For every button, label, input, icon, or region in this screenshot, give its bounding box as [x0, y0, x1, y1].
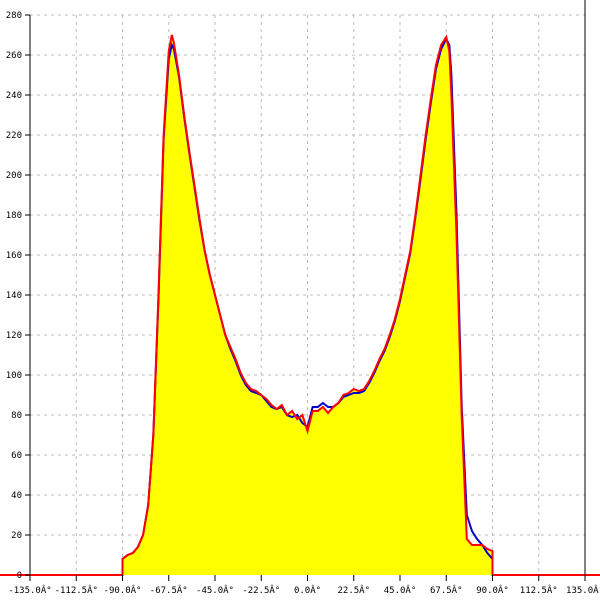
y-tick-label: 220: [6, 131, 22, 141]
x-tick-label: 135.0Â°: [566, 584, 600, 596]
x-tick-label: -45.0Â°: [196, 584, 234, 596]
y-tick-label: 180: [6, 211, 22, 221]
x-tick-label: -67.5Â°: [150, 584, 188, 596]
x-tick-label: -135.0Â°: [8, 584, 51, 596]
x-axis-ticks: -135.0Â° -112.5Â° -90.0Â° -67.5Â° -45.0Â° -22…: [8, 575, 600, 596]
x-tick-label: 67.5Â°: [430, 584, 463, 596]
y-tick-label: 100: [6, 371, 22, 381]
y-tick-label: 160: [6, 251, 22, 261]
y-axis-ticks: 0 20 40 60 80 100 120 140 160 180 200 220 240 260 280: [6, 11, 30, 581]
y-tick-label: 80: [11, 411, 22, 421]
y-tick-label: 240: [6, 91, 22, 101]
y-tick-label: 20: [11, 531, 22, 541]
x-tick-label: 0.0Â°: [294, 584, 321, 596]
y-tick-label: 120: [6, 331, 22, 341]
area-fill: [122, 35, 493, 575]
axes: [29, 0, 586, 581]
y-tick-label: 40: [11, 491, 22, 501]
x-tick-label: -90.0Â°: [104, 584, 142, 596]
y-tick-label: 60: [11, 451, 22, 461]
x-tick-label: 90.0Â°: [476, 584, 509, 596]
y-tick-label: 280: [6, 11, 22, 21]
y-tick-label: 0: [17, 571, 22, 581]
x-tick-label: -112.5Â°: [55, 584, 98, 596]
y-tick-label: 200: [6, 171, 22, 181]
x-tick-label: 45.0Â°: [384, 584, 417, 596]
y-tick-label: 140: [6, 291, 22, 301]
x-tick-label: 22.5Â°: [337, 584, 370, 596]
x-tick-label: 112.5Â°: [520, 584, 558, 596]
x-tick-label: -22.5Â°: [242, 584, 280, 596]
y-tick-label: 260: [6, 51, 22, 61]
series-line-red: [0, 34, 600, 576]
